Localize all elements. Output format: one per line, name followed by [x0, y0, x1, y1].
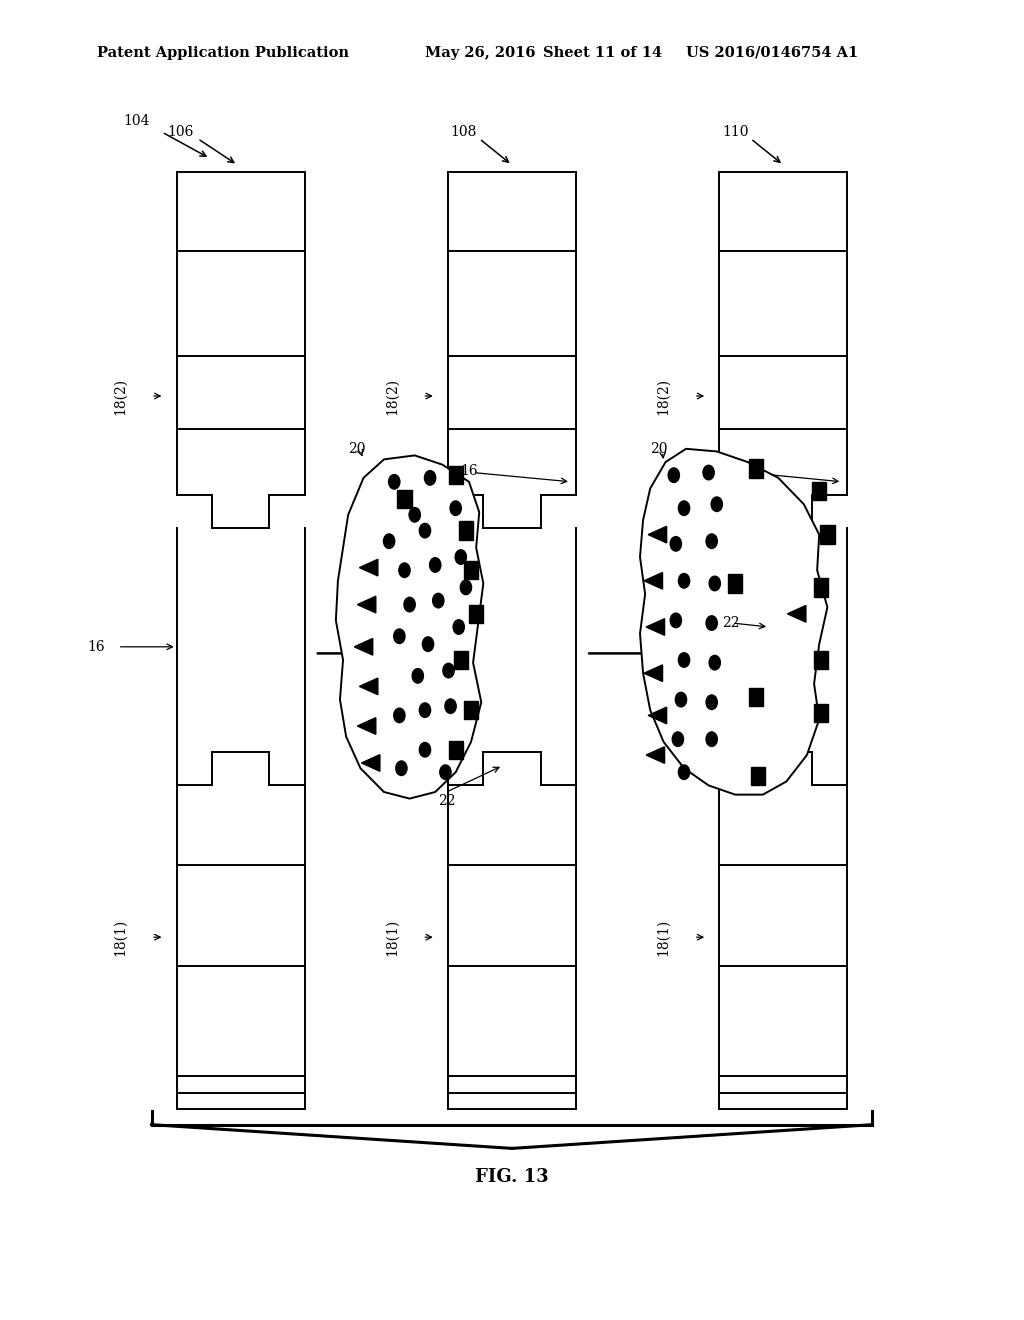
Polygon shape	[359, 560, 378, 576]
Text: US 2016/0146754 A1: US 2016/0146754 A1	[686, 46, 858, 59]
Bar	[449, 741, 463, 759]
Circle shape	[440, 766, 451, 779]
Bar	[464, 701, 478, 719]
Circle shape	[430, 557, 440, 573]
Circle shape	[393, 630, 406, 644]
Text: 104: 104	[123, 115, 150, 128]
Text: 20: 20	[650, 442, 668, 455]
Text: 16: 16	[461, 465, 478, 478]
Circle shape	[432, 593, 444, 607]
Circle shape	[410, 508, 421, 523]
Circle shape	[412, 668, 424, 684]
Circle shape	[395, 760, 408, 776]
Text: May 26, 2016: May 26, 2016	[425, 46, 536, 59]
Text: 106: 106	[167, 125, 194, 139]
Circle shape	[673, 731, 684, 747]
Circle shape	[679, 573, 690, 589]
Polygon shape	[787, 606, 806, 622]
Bar	[812, 482, 826, 500]
Polygon shape	[644, 665, 663, 681]
Circle shape	[422, 636, 434, 651]
Circle shape	[393, 708, 406, 722]
Polygon shape	[359, 678, 378, 694]
Bar	[749, 459, 763, 478]
Circle shape	[679, 653, 690, 668]
Text: 20: 20	[348, 442, 366, 455]
Text: 18(2): 18(2)	[114, 378, 127, 414]
Text: 22: 22	[438, 795, 456, 808]
Text: Patent Application Publication: Patent Application Publication	[97, 46, 349, 59]
Bar	[749, 688, 763, 706]
Bar	[454, 651, 468, 669]
Text: 110: 110	[722, 125, 749, 139]
Circle shape	[442, 664, 455, 678]
Text: 18(2): 18(2)	[656, 378, 670, 414]
Circle shape	[679, 766, 690, 779]
Circle shape	[420, 523, 430, 539]
Bar	[751, 767, 765, 785]
Text: 16: 16	[87, 640, 104, 653]
Bar	[728, 574, 742, 593]
Circle shape	[420, 702, 430, 718]
Bar	[469, 605, 483, 623]
Polygon shape	[644, 573, 663, 589]
Polygon shape	[648, 527, 667, 543]
Bar	[814, 704, 828, 722]
Circle shape	[424, 471, 436, 486]
Bar	[449, 172, 575, 356]
Polygon shape	[646, 747, 665, 763]
Circle shape	[671, 537, 682, 552]
Circle shape	[451, 502, 461, 516]
Circle shape	[671, 612, 682, 627]
Polygon shape	[336, 455, 483, 799]
Text: 108: 108	[451, 125, 477, 139]
Bar	[459, 521, 473, 540]
Bar	[719, 172, 848, 356]
Circle shape	[707, 731, 717, 747]
Text: 18(2): 18(2)	[385, 378, 398, 414]
Text: 22: 22	[722, 616, 739, 630]
Polygon shape	[357, 718, 376, 734]
Circle shape	[711, 498, 722, 511]
Circle shape	[709, 656, 720, 671]
Circle shape	[707, 535, 717, 549]
Circle shape	[707, 615, 717, 630]
Circle shape	[455, 550, 467, 565]
Circle shape	[383, 535, 395, 549]
Circle shape	[679, 502, 690, 516]
Text: 18(1): 18(1)	[114, 919, 127, 956]
Circle shape	[388, 474, 399, 488]
Text: FIG. 13: FIG. 13	[475, 1168, 549, 1187]
Polygon shape	[646, 619, 665, 635]
Polygon shape	[354, 639, 373, 655]
Circle shape	[444, 700, 457, 713]
Polygon shape	[640, 449, 827, 795]
Bar	[820, 525, 835, 544]
Circle shape	[453, 620, 465, 635]
Bar	[176, 172, 305, 356]
Bar	[464, 561, 478, 579]
Circle shape	[676, 692, 686, 708]
Circle shape	[398, 564, 410, 578]
Bar	[814, 578, 828, 597]
Polygon shape	[648, 708, 667, 723]
Circle shape	[461, 579, 471, 594]
Bar	[449, 466, 463, 484]
Circle shape	[707, 694, 717, 710]
Text: Sheet 11 of 14: Sheet 11 of 14	[543, 46, 662, 59]
Circle shape	[403, 597, 416, 611]
Circle shape	[669, 467, 680, 482]
Bar	[397, 490, 412, 508]
Circle shape	[702, 465, 714, 479]
Text: 18(1): 18(1)	[385, 919, 398, 956]
Circle shape	[420, 742, 430, 758]
Text: 16: 16	[735, 465, 753, 478]
Bar	[814, 651, 828, 669]
Polygon shape	[361, 755, 380, 771]
Circle shape	[709, 576, 720, 590]
Text: 18(1): 18(1)	[656, 919, 670, 956]
Polygon shape	[357, 597, 376, 612]
